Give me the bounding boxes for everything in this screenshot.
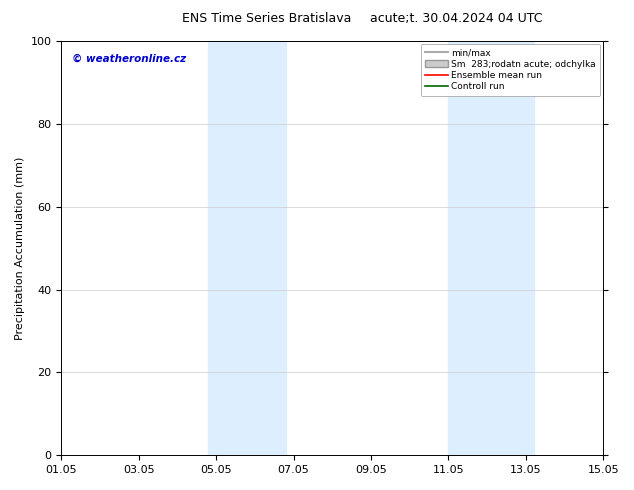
Text: © weatheronline.cz: © weatheronline.cz: [72, 53, 186, 64]
Bar: [209, 41, 286, 455]
Text: ENS Time Series Bratislava: ENS Time Series Bratislava: [181, 12, 351, 25]
Bar: [448, 41, 534, 455]
Y-axis label: Precipitation Accumulation (mm): Precipitation Accumulation (mm): [15, 156, 25, 340]
Legend: min/max, Sm  283;rodatn acute; odchylka, Ensemble mean run, Controll run: min/max, Sm 283;rodatn acute; odchylka, …: [420, 44, 600, 96]
Text: acute;t. 30.04.2024 04 UTC: acute;t. 30.04.2024 04 UTC: [370, 12, 543, 25]
